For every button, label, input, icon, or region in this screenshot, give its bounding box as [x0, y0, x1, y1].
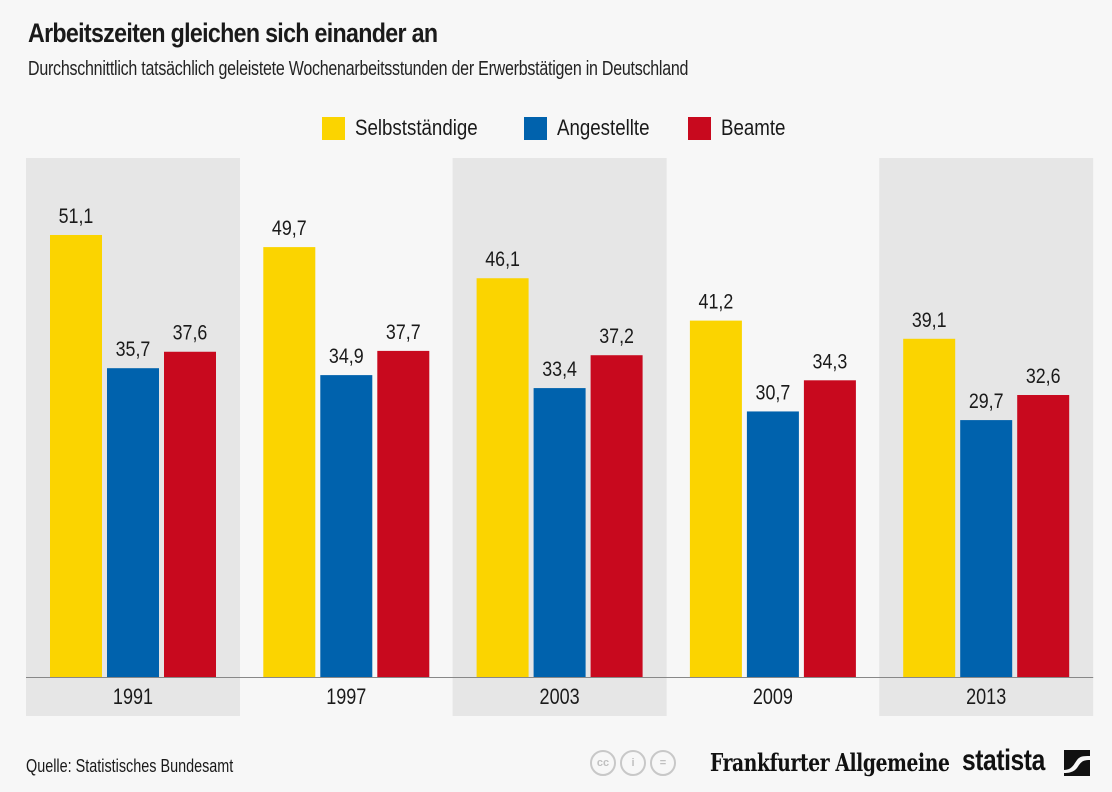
- cc-by-icon: i: [620, 750, 646, 776]
- bar: [50, 234, 102, 678]
- value-label: 29,7: [969, 390, 1004, 414]
- value-label: 35,7: [116, 338, 151, 362]
- x-tick-label: 2013: [966, 685, 1006, 709]
- legend-swatch-selbststaendige: [322, 116, 345, 140]
- bar: [476, 278, 529, 677]
- value-label: 37,7: [386, 321, 421, 345]
- legend-item-beamte: Beamte: [688, 113, 797, 143]
- x-tick-label: 2009: [753, 685, 793, 709]
- source-note: Quelle: Statistisches Bundesamt: [26, 756, 234, 776]
- value-label: 41,2: [699, 290, 734, 314]
- cc-nd-icon: =: [650, 750, 676, 776]
- license-icons: cc i =: [590, 750, 676, 776]
- bar: [803, 380, 856, 677]
- value-label: 34,3: [813, 350, 848, 374]
- legend-item-selbststaendige: Selbstständige: [322, 113, 499, 143]
- x-tick-label: 1997: [326, 685, 366, 709]
- cc-icon: cc: [590, 750, 616, 776]
- value-label: 30,7: [756, 381, 791, 405]
- bar: [263, 247, 316, 677]
- x-tick-label: 1991: [113, 685, 153, 709]
- legend-label: Angestellte: [557, 115, 650, 140]
- value-label: 33,4: [542, 358, 577, 382]
- bar: [320, 375, 373, 677]
- bar: [746, 411, 799, 677]
- legend-swatch-angestellte: [524, 116, 547, 140]
- legend-label: Selbstständige: [355, 115, 478, 140]
- bar: [903, 338, 956, 677]
- value-label: 46,1: [485, 248, 520, 272]
- chart-title: Arbeitszeiten gleichen sich einander an: [28, 18, 438, 48]
- value-label: 51,1: [59, 205, 94, 229]
- legend-item-angestellte: Angestellte: [524, 113, 666, 143]
- bar: [377, 350, 430, 677]
- bar: [533, 388, 586, 677]
- bar: [164, 351, 216, 677]
- bar: [1017, 395, 1070, 677]
- bar: [960, 420, 1013, 677]
- value-label: 37,6: [173, 321, 208, 345]
- legend-label: Beamte: [721, 115, 786, 140]
- value-label: 49,7: [272, 217, 307, 241]
- value-label: 32,6: [1026, 365, 1061, 389]
- bar: [107, 368, 159, 677]
- legend: Selbstständige Angestellte Beamte: [0, 113, 1112, 143]
- legend-swatch-beamte: [688, 116, 711, 140]
- statista-mark-icon: [1064, 750, 1090, 776]
- chart-subtitle: Durchschnittlich tatsächlich geleistete …: [28, 58, 689, 80]
- x-tick-label: 2003: [540, 685, 580, 709]
- bar: [590, 355, 643, 677]
- value-label: 37,2: [599, 325, 634, 349]
- faz-logo: Frankfurter Allgemeine: [710, 748, 950, 777]
- value-label: 39,1: [912, 308, 947, 332]
- value-label: 34,9: [329, 345, 364, 369]
- bar: [689, 320, 742, 677]
- statista-logo: statista: [962, 744, 1045, 777]
